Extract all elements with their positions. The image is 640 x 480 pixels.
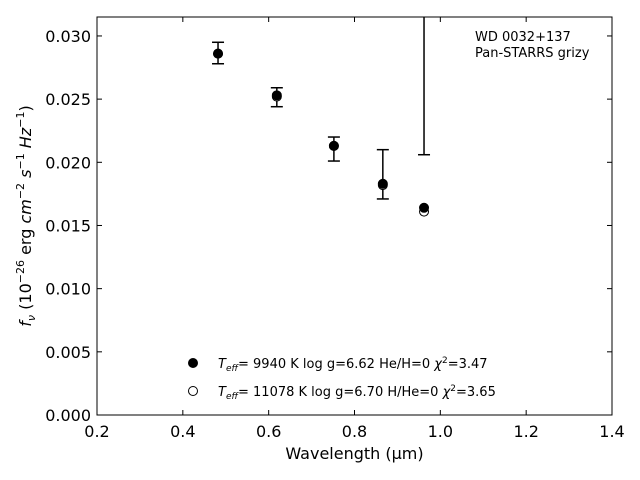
legend-marker-open <box>188 386 198 396</box>
y-tick-label: 0.030 <box>45 27 91 46</box>
y-tick-label: 0.020 <box>45 153 91 172</box>
legend-entry-2-chi: =3.65 <box>456 385 496 400</box>
legend-entry-1: Teff= 9940 K log g=6.62 He/H=0 χ2=3.47 <box>218 356 488 374</box>
x-tick-label: 0.4 <box>170 422 195 441</box>
x-tick-label: 1.2 <box>513 422 538 441</box>
x-tick-label: 0.2 <box>84 422 109 441</box>
x-axis-label: Wavelength (μm) <box>285 444 423 463</box>
annotation-survey: Pan-STARRS grizy <box>475 46 590 61</box>
data-points <box>213 48 430 217</box>
axis-ticks: 0.2 0.4 0.6 0.8 1.0 1.2 1.4 0.000 0.005 0.010 0.01… <box>45 17 625 441</box>
y-tick-label: 0.025 <box>45 90 91 109</box>
legend-entry-2: Teff= 11078 K log g=6.70 H/He=0 χ2=3.65 <box>218 384 496 402</box>
model-point-filled <box>328 140 339 151</box>
legend-entry-1-chi: =3.47 <box>448 357 488 372</box>
legend-entry-1-params: = 9940 K log g=6.62 He/H=0 <box>238 357 434 372</box>
model-point-filled <box>377 178 388 189</box>
x-tick-label: 1.4 <box>599 422 624 441</box>
legend: Teff= 9940 K log g=6.62 He/H=0 χ2=3.47 T… <box>188 356 496 402</box>
y-tick-label: 0.005 <box>45 343 91 362</box>
model-point-filled <box>419 202 430 213</box>
legend-entry-2-params: = 11078 K log g=6.70 H/He=0 <box>238 385 443 400</box>
annotation-object: WD 0032+137 <box>475 30 571 45</box>
x-tick-label: 1.0 <box>428 422 453 441</box>
model-point-filled <box>271 90 282 101</box>
y-axis-label: fν (10−26 erg cm−2 s−1 Hz−1) <box>14 105 38 326</box>
y-tick-label: 0.010 <box>45 280 91 299</box>
model-point-filled <box>213 48 224 59</box>
plot-frame <box>96 16 613 416</box>
y-tick-label: 0.000 <box>45 406 91 425</box>
x-tick-label: 0.6 <box>256 422 281 441</box>
y-tick-label: 0.015 <box>45 216 91 235</box>
x-tick-label: 0.8 <box>342 422 367 441</box>
error-bars <box>212 17 431 200</box>
legend-marker-filled <box>188 358 198 368</box>
